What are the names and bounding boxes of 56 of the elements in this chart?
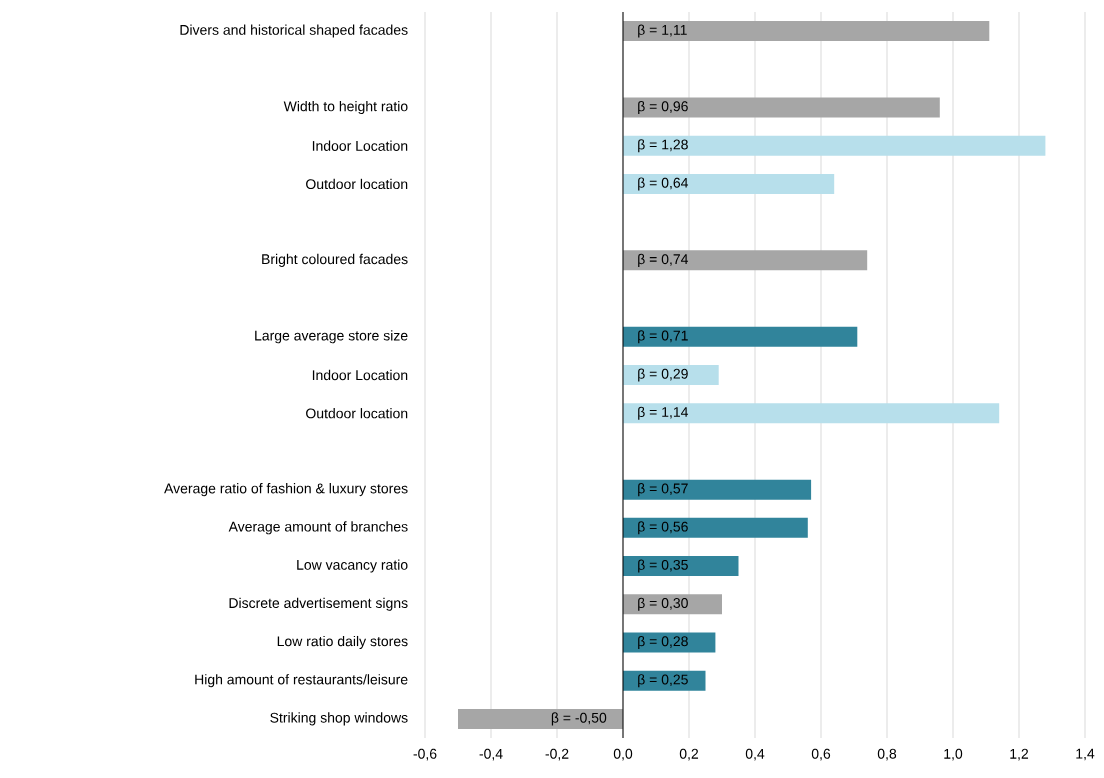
data-label: β = 1,28 [638,139,688,153]
data-label: β = 0,96 [638,101,688,115]
data-label: β = 0,71 [638,330,688,344]
y-tick-label: Average ratio of fashion & luxury stores [164,483,408,497]
data-label: β = 1,14 [638,406,689,420]
x-tick-label: -0,4 [479,748,503,761]
y-tick-label: Large average store size [255,330,408,344]
data-label: β = -0,50 [551,712,607,726]
x-tick-label: 0,2 [679,748,699,761]
y-tick-label: Discrete advertisement signs [229,597,408,611]
bar [623,21,990,42]
data-label: β = 0,25 [638,674,688,688]
x-tick-label: 0,8 [877,748,897,761]
y-tick-label: Striking shop windows [270,712,408,726]
bar [458,708,623,729]
bar [623,365,719,385]
bar [623,670,706,691]
y-tick-label: Outdoor location [306,408,408,419]
y-tick-label: Outdoor location [306,178,408,190]
data-label: β = 0,30 [638,597,688,611]
bar [623,517,808,538]
bar [623,403,1000,424]
bar [623,479,812,500]
x-tick-label: 1,0 [944,748,963,761]
data-label: β = 1,11 [638,24,687,38]
bar [623,135,1046,156]
data-label: β = 0,64 [638,177,689,191]
x-tick-label: -0,2 [545,748,569,761]
bar [623,556,739,577]
y-tick-label: Indoor Location [312,140,408,151]
y-tick-label: Low ratio daily stores [277,635,408,649]
y-tick-label: Divers and historical shaped facades [180,24,408,38]
x-tick-label: 0,4 [745,748,765,761]
data-label: β = 0,29 [638,368,688,382]
x-tick-label: 0,6 [811,748,831,761]
y-tick-label: Width to height ratio [283,101,408,115]
x-tick-label: -0,6 [413,748,437,761]
bar [623,326,858,347]
bar [623,97,940,118]
data-label: β = 0,74 [638,253,689,267]
bar [623,173,835,194]
data-label: β = 0,57 [638,483,688,497]
y-tick-label: Bright coloured facades [262,253,408,267]
bar [623,594,722,615]
y-tick-label: Average amount of branches [228,521,408,535]
bar [623,632,716,653]
data-label: β = 0,35 [638,559,688,573]
data-label: β = 0,56 [638,521,688,535]
y-tick-label: Low vacancy ratio [297,559,408,573]
y-tick-label: High amount of restaurants/leisure [195,674,408,688]
data-label: β = 0,28 [638,635,688,649]
y-tick-label: Indoor Location [312,369,408,381]
x-tick-label: 0,0 [613,748,633,761]
x-tick-label: 1,4 [1076,748,1095,761]
bar [623,250,868,271]
x-tick-label: 1,2 [1010,748,1029,761]
